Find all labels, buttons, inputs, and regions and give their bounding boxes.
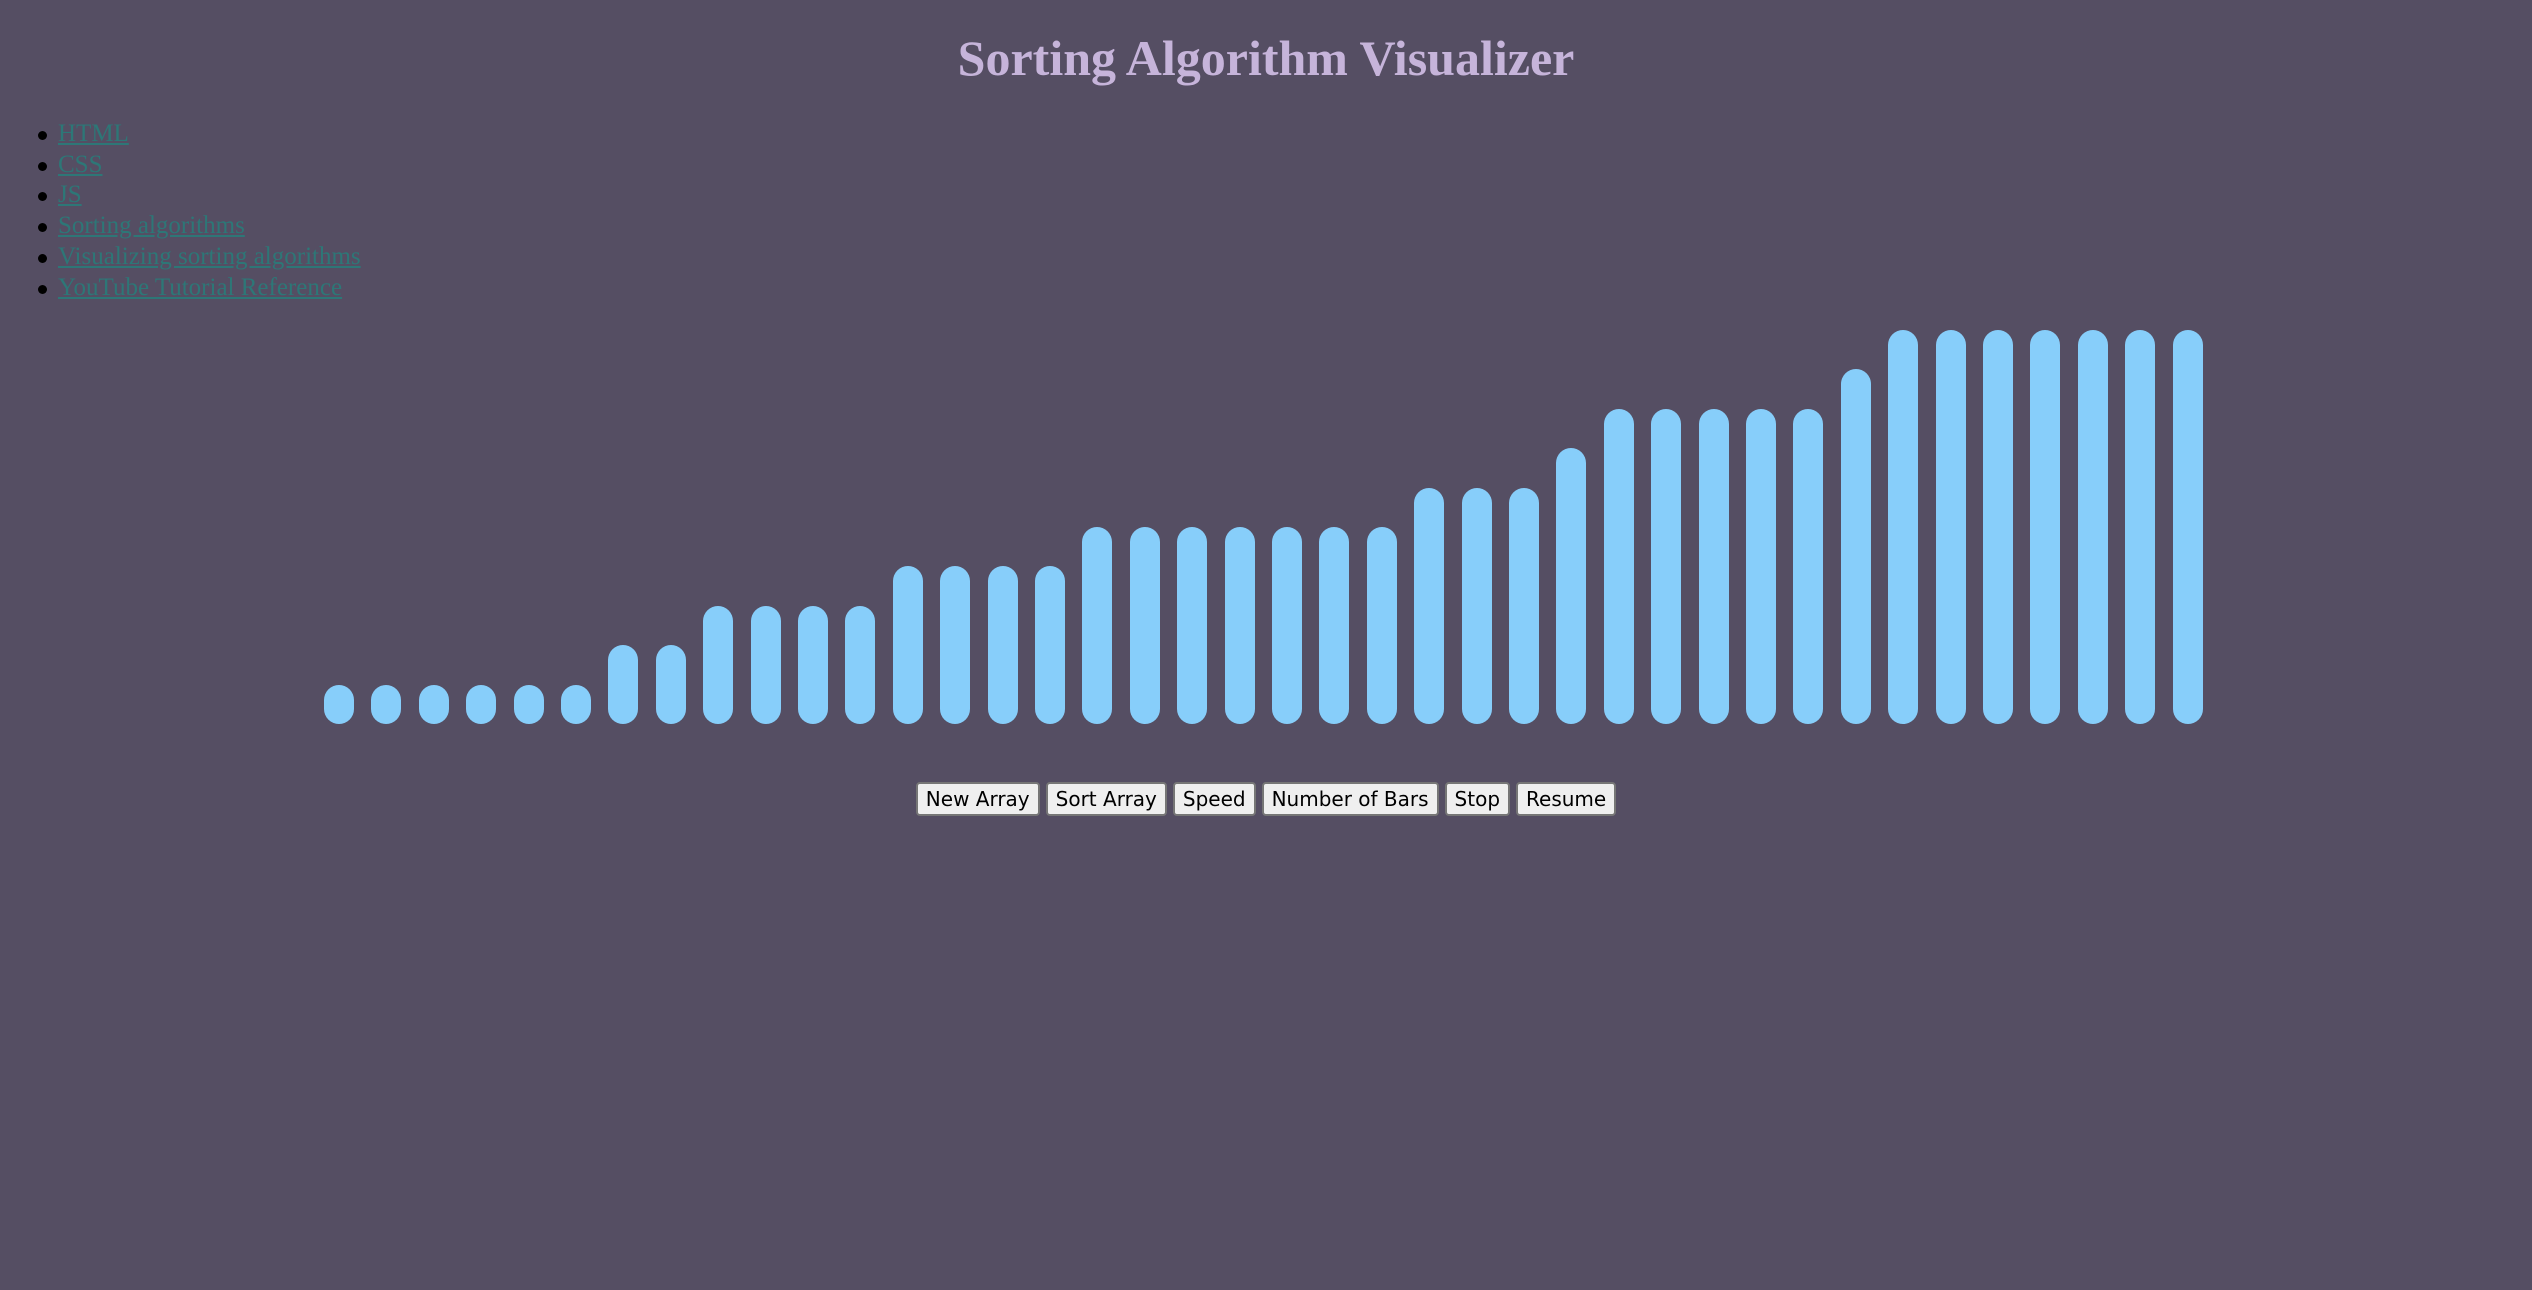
controls-bar: New Array Sort Array Speed Number of Bar… xyxy=(0,782,2532,816)
sort-bar xyxy=(940,566,971,724)
sort-bar xyxy=(892,566,923,724)
nav-link-list: HTML CSS JS Sorting algorithms Visualizi… xyxy=(38,119,361,304)
nav-item: JS xyxy=(38,180,361,211)
nav-item: HTML xyxy=(38,119,361,150)
sort-bar xyxy=(1224,527,1255,724)
sort-bar xyxy=(1319,527,1350,724)
sort-bar xyxy=(1603,408,1634,724)
sort-bar xyxy=(1793,408,1824,724)
sort-bar xyxy=(1366,527,1397,724)
resume-button[interactable]: Resume xyxy=(1516,782,1617,816)
sort-bar xyxy=(703,605,734,724)
nav-item: YouTube Tutorial Reference xyxy=(38,273,361,304)
visualizing-sorting-algorithms-link[interactable]: Visualizing sorting algorithms xyxy=(58,242,361,270)
sort-bar xyxy=(1177,527,1208,724)
nav-item: Visualizing sorting algorithms xyxy=(38,242,361,273)
js-link[interactable]: JS xyxy=(58,181,82,209)
new-array-button[interactable]: New Array xyxy=(915,782,1040,816)
sort-bar xyxy=(845,605,876,724)
sort-bar xyxy=(1461,487,1492,724)
sort-bar xyxy=(1698,408,1729,724)
css-link[interactable]: CSS xyxy=(58,150,103,178)
sort-bar xyxy=(513,684,544,724)
sort-bar xyxy=(418,684,449,724)
sort-bar xyxy=(608,645,639,724)
nav-item: CSS xyxy=(38,150,361,181)
sort-bar xyxy=(1556,448,1587,724)
sort-bar xyxy=(371,684,402,724)
sort-bar xyxy=(1746,408,1776,724)
sort-bar xyxy=(798,605,828,724)
sort-bar xyxy=(1651,408,1682,724)
sort-bar xyxy=(1509,487,1539,724)
sort-bar xyxy=(2125,330,2156,724)
sort-bar xyxy=(2030,330,2061,724)
sort-array-button[interactable]: Sort Array xyxy=(1045,782,1167,816)
sort-bar xyxy=(2172,330,2203,724)
sort-bar xyxy=(1888,330,1919,724)
number-of-bars-button[interactable]: Number of Bars xyxy=(1261,782,1439,816)
sort-bar xyxy=(750,605,781,724)
sort-bar xyxy=(1035,566,1065,724)
youtube-tutorial-reference-link[interactable]: YouTube Tutorial Reference xyxy=(58,273,343,301)
sort-bar xyxy=(324,684,354,724)
page-title: Sorting Algorithm Visualizer xyxy=(957,30,1575,86)
sort-bar xyxy=(2077,330,2108,724)
sort-bar xyxy=(1272,527,1302,724)
sort-bar xyxy=(1082,527,1113,724)
sort-bar xyxy=(561,684,591,724)
sort-bar xyxy=(1414,487,1445,724)
sort-bar xyxy=(466,684,497,724)
html-link[interactable]: HTML xyxy=(58,120,129,147)
stop-button[interactable]: Stop xyxy=(1444,782,1511,816)
sort-bar xyxy=(1129,527,1160,724)
speed-button[interactable]: Speed xyxy=(1172,782,1256,816)
sort-bar xyxy=(1840,369,1871,724)
sorting-algorithms-link[interactable]: Sorting algorithms xyxy=(58,212,245,240)
nav-item: Sorting algorithms xyxy=(38,211,361,242)
sort-bar xyxy=(655,645,686,724)
sort-bar xyxy=(1935,330,1966,724)
sort-bar xyxy=(987,566,1018,724)
sort-bar xyxy=(1983,330,2013,724)
